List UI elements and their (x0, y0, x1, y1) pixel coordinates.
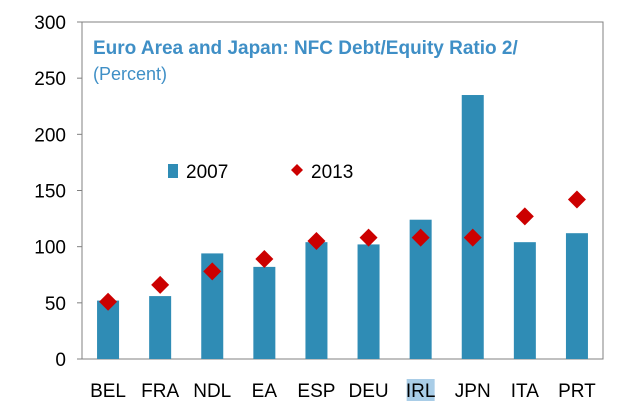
marker-2013-deu (359, 228, 378, 247)
x-label-highlight (406, 379, 435, 401)
marker-2013-ndl (203, 262, 222, 281)
chart-title: Euro Area and Japan: NFC Debt/Equity Rat… (93, 38, 518, 59)
x-tick-label-ea: EA (252, 381, 278, 402)
markers-2013 (99, 190, 586, 311)
bar-2007-esp (305, 242, 328, 359)
bar-2007-deu (357, 244, 380, 359)
y-axis: 0 50 100 150 200 250 300 (34, 13, 82, 371)
marker-2013-irl (411, 228, 430, 247)
x-tick-label-jpn: JPN (455, 381, 491, 402)
legend-label-2007: 2007 (186, 162, 228, 183)
legend-label-2013: 2013 (311, 162, 353, 183)
y-tick-label: 200 (34, 125, 66, 146)
x-tick-label-deu: DEU (348, 381, 388, 402)
marker-2013-prt (567, 190, 586, 209)
x-tick-label-bel: BEL (90, 381, 126, 402)
marker-2013-ita (515, 207, 534, 226)
marker-2013-ea (255, 250, 274, 269)
marker-2013-bel (99, 292, 118, 311)
x-tick-label-ita: ITA (511, 381, 539, 402)
bar-2007-jpn (461, 95, 484, 360)
x-tick-label-esp: ESP (297, 381, 335, 402)
x-tick-label-fra: FRA (141, 381, 179, 402)
bar-2007-ita (513, 242, 536, 359)
marker-2013-esp (307, 232, 326, 251)
chart-subtitle: (Percent) (93, 64, 167, 84)
y-tick-label: 0 (55, 350, 66, 371)
y-tick-label: 250 (34, 69, 66, 90)
x-tick-label-prt: PRT (558, 381, 596, 402)
bar-2007-ea (253, 266, 276, 359)
x-tick-label-ndl: NDL (193, 381, 231, 402)
y-tick-label: 50 (45, 294, 66, 315)
x-axis: BEL FRA NDL EA ESP DEU IRL JPN ITA PRT (90, 379, 596, 402)
legend: 2007 2013 (168, 162, 353, 183)
bar-2007-ndl (201, 253, 224, 359)
legend-swatch-2013 (291, 164, 303, 176)
x-tick-label-irl: IRL (406, 381, 436, 402)
bar-2007-bel (97, 300, 120, 359)
bars-2007 (97, 95, 588, 360)
bar-2007-irl (409, 219, 432, 359)
marker-2013-jpn (463, 228, 482, 247)
legend-swatch-2007 (168, 164, 178, 178)
y-tick-label: 100 (34, 238, 66, 259)
bar-2007-prt (565, 233, 588, 359)
bar-2007-fra (149, 296, 172, 359)
marker-2013-fra (151, 275, 170, 294)
y-tick-label: 150 (34, 182, 66, 203)
y-tick-label: 300 (34, 13, 66, 34)
